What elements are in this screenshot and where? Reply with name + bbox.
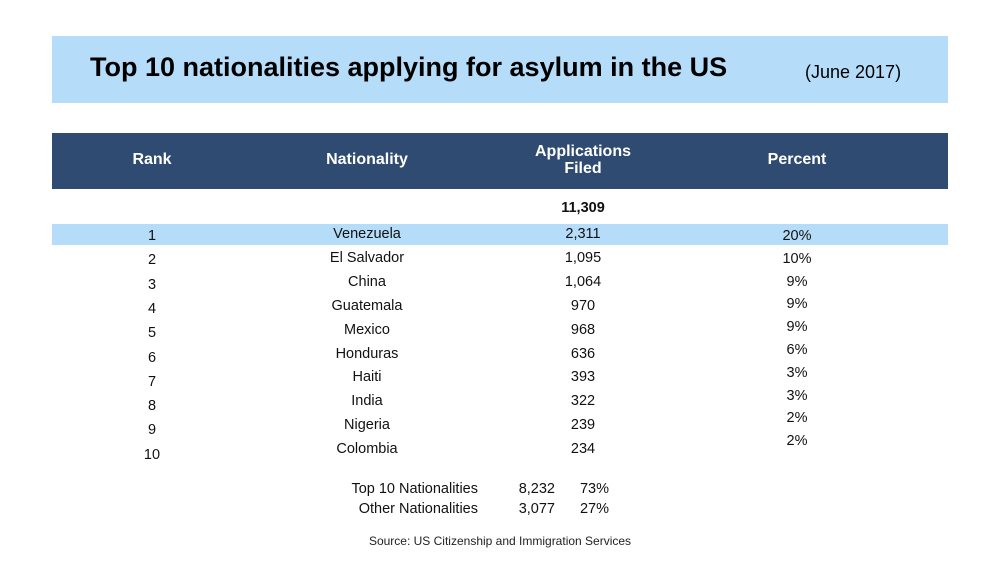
rank: 5 bbox=[147, 325, 157, 342]
rank: 9 bbox=[147, 422, 157, 439]
rank: 1 bbox=[147, 228, 157, 244]
source: Source: US Citizenship and Immigration S… bbox=[368, 534, 632, 548]
subtitle: (June 2017) bbox=[805, 62, 902, 82]
column-header: Percent bbox=[767, 151, 827, 168]
percent: 20% bbox=[782, 228, 812, 244]
table-header-bar bbox=[52, 133, 948, 189]
title: Top 10 nationalities applying for asylum… bbox=[90, 52, 728, 82]
percent: 2% bbox=[786, 433, 808, 450]
summary-label: Other Nationalities bbox=[358, 501, 478, 517]
nationality: Venezuela bbox=[333, 226, 401, 242]
rank: 8 bbox=[147, 398, 157, 415]
applications: 970 bbox=[570, 297, 596, 314]
applications: 968 bbox=[570, 321, 596, 338]
nationality: Honduras bbox=[335, 345, 399, 362]
rank: 3 bbox=[147, 276, 157, 293]
column-header: Nationality bbox=[326, 151, 408, 168]
percent: 2% bbox=[786, 410, 808, 427]
summary-percent: 27% bbox=[579, 501, 609, 517]
percent: 3% bbox=[786, 364, 808, 381]
rank: 6 bbox=[147, 349, 157, 366]
applications: 322 bbox=[570, 393, 596, 410]
rank: 2 bbox=[147, 252, 157, 269]
nationality: Haiti bbox=[352, 369, 382, 386]
percent: 6% bbox=[786, 342, 808, 358]
summary-label: Top 10 Nationalities bbox=[351, 481, 478, 497]
applications: 636 bbox=[570, 345, 596, 362]
summary-percent: 73% bbox=[579, 481, 609, 497]
applications: 1,095 bbox=[564, 249, 602, 266]
percent: 9% bbox=[786, 273, 808, 290]
summary-count: 3,077 bbox=[518, 501, 555, 517]
percent: 3% bbox=[786, 387, 808, 404]
title-banner bbox=[52, 36, 948, 103]
total: 11,309 bbox=[561, 200, 605, 216]
applications: 239 bbox=[570, 417, 596, 434]
applications: 2,311 bbox=[565, 226, 601, 242]
summary-count: 8,232 bbox=[518, 481, 555, 497]
rank: 10 bbox=[143, 446, 161, 463]
column-header: Applications Filed bbox=[534, 143, 631, 177]
highlight-row bbox=[52, 224, 948, 245]
nationality: Mexico bbox=[344, 321, 390, 338]
applications: 393 bbox=[570, 369, 596, 386]
column-header: Rank bbox=[132, 151, 172, 168]
nationality: Colombia bbox=[336, 441, 398, 458]
rank: 7 bbox=[147, 373, 157, 390]
nationality: China bbox=[348, 273, 386, 290]
rank: 4 bbox=[147, 300, 157, 317]
applications: 234 bbox=[570, 441, 596, 458]
nationality: Nigeria bbox=[344, 417, 390, 434]
percent: 10% bbox=[782, 250, 812, 267]
nationality: India bbox=[351, 393, 383, 410]
percent: 9% bbox=[786, 296, 808, 313]
nationality: El Salvador bbox=[329, 249, 405, 266]
nationality: Guatemala bbox=[331, 297, 403, 314]
percent: 9% bbox=[786, 319, 808, 336]
applications: 1,064 bbox=[564, 273, 602, 290]
